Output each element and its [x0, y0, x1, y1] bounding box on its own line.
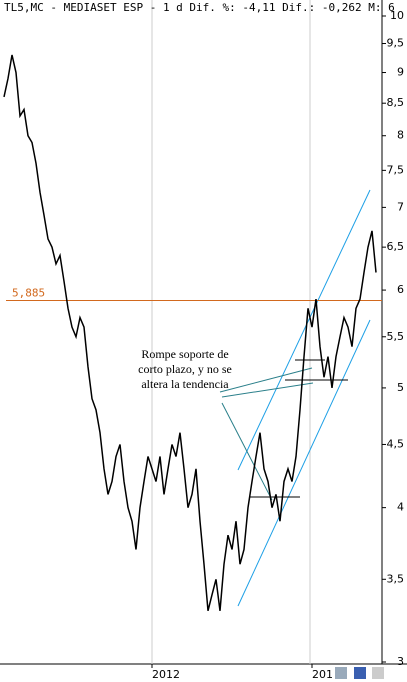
- arrow: [221, 402, 273, 501]
- y-tick-label: 4: [397, 501, 404, 514]
- reference-label: 5,885: [12, 286, 45, 299]
- y-tick-label: 3,5: [387, 572, 405, 585]
- y-tick-label: 7,5: [387, 163, 405, 176]
- y-tick-label: 3: [397, 655, 404, 668]
- y-tick-label: 9: [397, 66, 404, 79]
- y-tick-label: 4,5: [387, 437, 405, 450]
- x-tick-label: 2012: [152, 668, 180, 681]
- y-tick-label: 8,5: [387, 96, 405, 109]
- annotation: Rompe soporte de: [141, 347, 228, 361]
- icon[interactable]: [335, 667, 347, 679]
- arrows: [219, 367, 314, 501]
- arrow: [219, 367, 313, 393]
- status-icons: [335, 667, 384, 679]
- y-tick-label: 5: [397, 381, 404, 394]
- y-tick-label: 6,5: [387, 240, 405, 253]
- chart-title: TL5,MC - MEDIASET ESP - 1 d Dif. %: -4,1…: [4, 1, 395, 14]
- trend-line: [237, 319, 371, 607]
- y-tick-label: 10: [390, 9, 404, 22]
- arrow: [221, 382, 314, 398]
- trend-lines: [237, 189, 371, 607]
- annotation: corto plazo, y no se: [138, 362, 232, 376]
- y-tick-label: 5,5: [387, 330, 405, 343]
- x-tick-label: 201: [312, 668, 333, 681]
- y-tick-label: 6: [397, 283, 404, 296]
- price-line: [3, 54, 377, 612]
- icon[interactable]: [372, 667, 384, 679]
- annotation: altera la tendencia: [141, 377, 229, 391]
- y-tick-label: 9,5: [387, 37, 405, 50]
- trend-line: [237, 189, 371, 471]
- y-tick-label: 7: [397, 200, 404, 213]
- y-tick-label: 8: [397, 129, 404, 142]
- icon[interactable]: [354, 667, 366, 679]
